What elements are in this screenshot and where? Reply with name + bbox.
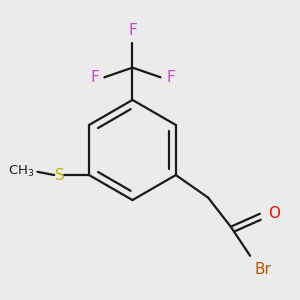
Text: F: F <box>90 70 99 85</box>
Text: F: F <box>128 22 137 38</box>
Text: S: S <box>55 167 65 182</box>
Text: O: O <box>268 206 280 221</box>
Text: Br: Br <box>255 262 272 277</box>
Text: F: F <box>166 70 175 85</box>
Text: CH$_3$: CH$_3$ <box>8 164 34 179</box>
